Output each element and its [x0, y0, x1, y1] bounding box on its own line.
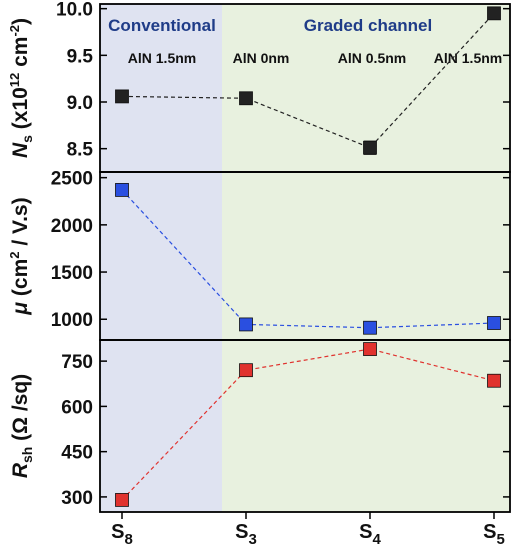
xtick-label-0: S8 — [111, 521, 133, 545]
region-label-conventional: Conventional — [108, 16, 216, 35]
sample-label-3: AlN 1.5nm — [434, 50, 502, 66]
point-ns-2 — [363, 140, 377, 155]
point-mu-3 — [487, 316, 501, 330]
conventional-region-bg — [100, 4, 222, 512]
sample-label-0: AlN 1.5nm — [128, 50, 196, 66]
series-line-mu — [121, 189, 495, 329]
series-line-ns — [121, 12, 495, 149]
ylabel-rsh: Rsh (Ω /sq) — [9, 374, 35, 478]
sample-label-1: AlN 0nm — [233, 50, 290, 66]
point-mu-1 — [239, 317, 253, 332]
ytick-label-ns-0: 8.5 — [67, 140, 94, 161]
ylabel-mu: μ (cm2 / V.s) — [7, 197, 32, 315]
ylabel-ns: Ns (x1012 cm-2) — [7, 18, 35, 158]
point-rsh-0 — [115, 493, 129, 507]
ytick-label-mu-2: 2000 — [51, 216, 93, 237]
point-mu-2 — [363, 320, 377, 335]
ytick-label-rsh-0: 300 — [61, 488, 93, 509]
xtick-label-1: S3 — [235, 521, 257, 545]
graded-region-bg — [222, 4, 510, 512]
xtick-label-2: S4 — [359, 521, 381, 545]
point-rsh-2 — [363, 342, 377, 356]
ytick-label-rsh-2: 600 — [61, 397, 93, 418]
point-mu-0 — [115, 183, 129, 197]
point-ns-0 — [115, 89, 129, 104]
sample-label-2: AlN 0.5nm — [338, 50, 406, 66]
point-rsh-1 — [239, 363, 253, 378]
ytick-label-ns-1: 9.0 — [67, 93, 93, 114]
ytick-label-mu-0: 1000 — [51, 310, 93, 331]
panel-frame-2 — [99, 339, 511, 513]
ytick-label-rsh-3: 750 — [61, 352, 93, 373]
point-ns-1 — [239, 91, 253, 106]
region-label-graded: Graded channel — [304, 16, 432, 35]
point-ns-3 — [487, 6, 501, 21]
ytick-label-mu-3: 2500 — [51, 169, 93, 190]
point-rsh-3 — [487, 373, 501, 388]
xtick-label-3: S5 — [483, 521, 505, 545]
ytick-label-ns-3: 10.0 — [56, 0, 93, 21]
ytick-label-rsh-1: 450 — [61, 443, 93, 464]
ytick-label-ns-2: 9.5 — [67, 46, 94, 67]
ytick-label-mu-1: 1500 — [51, 263, 93, 284]
